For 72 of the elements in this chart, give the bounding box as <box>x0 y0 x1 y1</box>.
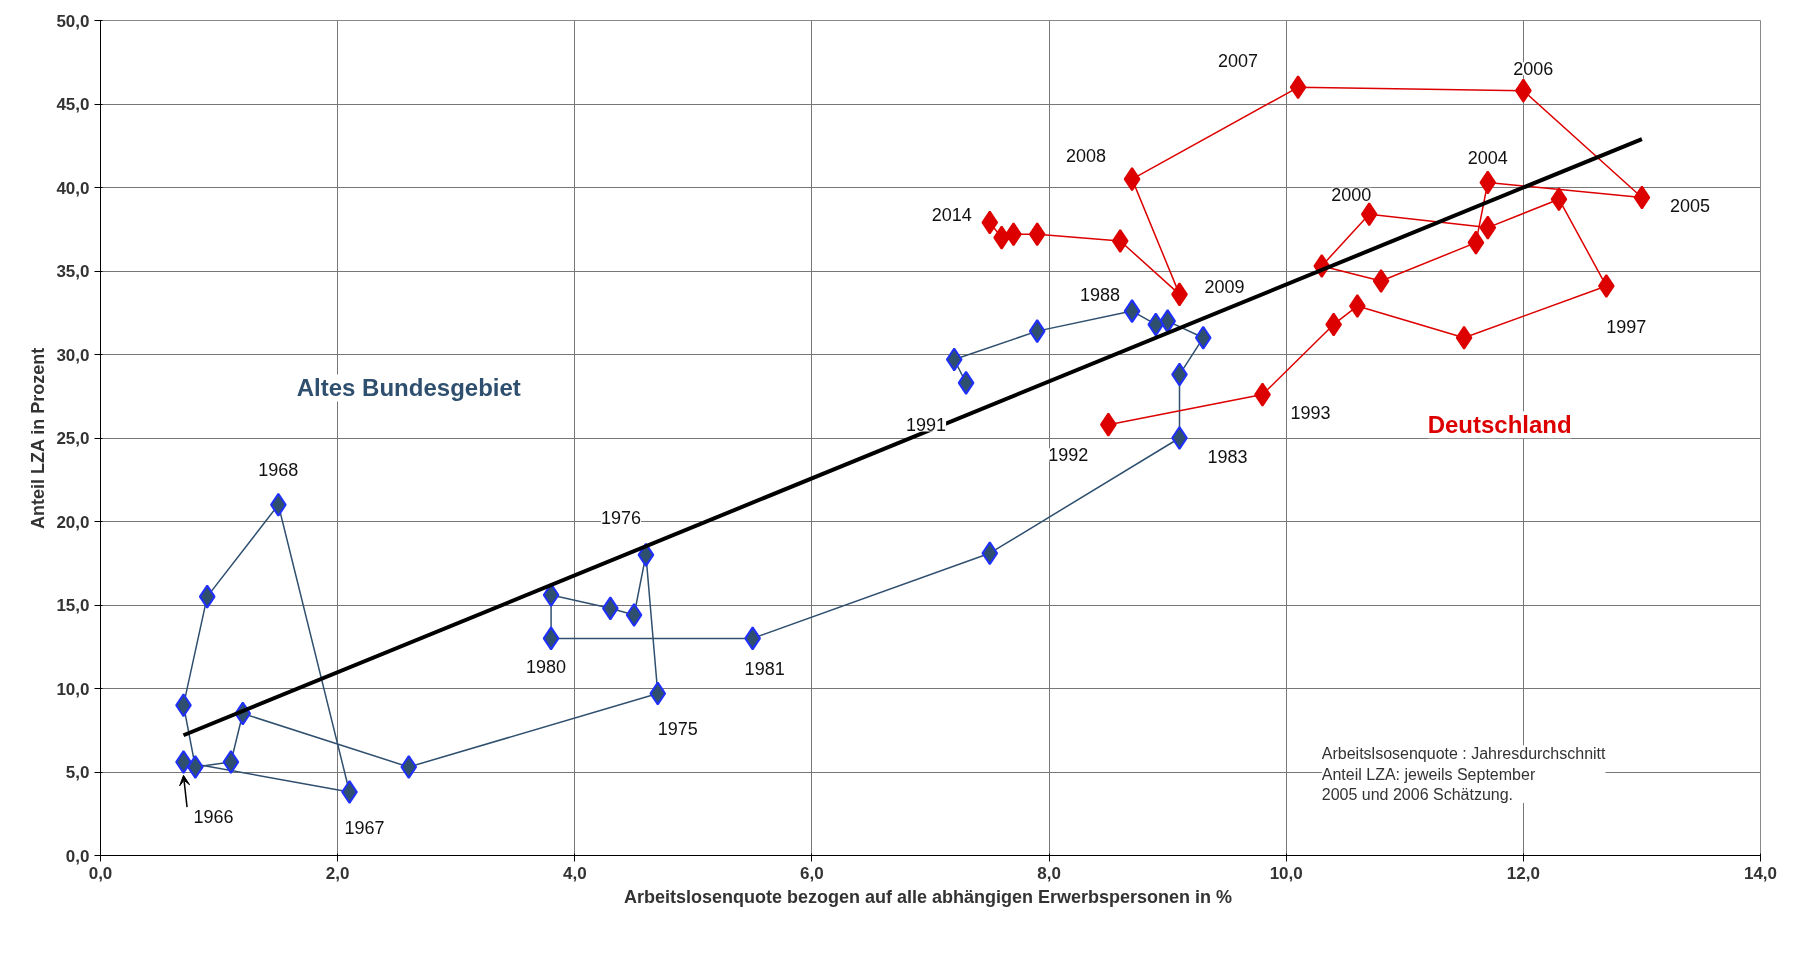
annotation: 2006 <box>1513 59 1554 80</box>
point <box>198 584 216 609</box>
point <box>1028 319 1046 344</box>
point <box>222 749 240 774</box>
x-tick-label: 14,0 <box>1743 863 1778 883</box>
y-tick-label: 30,0 <box>56 345 90 365</box>
point <box>625 603 643 628</box>
annotation: 1967 <box>344 817 385 838</box>
annotation: 1992 <box>1048 445 1089 466</box>
point <box>1194 325 1212 350</box>
point <box>1479 170 1497 195</box>
y-tick-label: 0,0 <box>65 846 90 866</box>
point <box>1360 202 1378 227</box>
text: Altes Bundesgebiet <box>296 374 521 402</box>
y-tick-label: 20,0 <box>56 512 90 532</box>
annotation: 1966 <box>193 807 234 828</box>
annotation: 2005 <box>1669 196 1710 217</box>
y-tick-label: 40,0 <box>56 178 90 198</box>
point <box>400 754 418 779</box>
annotation: 2004 <box>1467 147 1508 168</box>
point <box>1479 215 1497 240</box>
point <box>1467 230 1485 255</box>
x-tick-label: 6,0 <box>800 863 824 883</box>
y-tick-label: 50,0 <box>56 11 90 31</box>
annotation: 1976 <box>600 508 641 529</box>
y-tick-label: 25,0 <box>56 429 90 448</box>
annotation: 1993 <box>1290 403 1331 424</box>
y-axis-title: Anteil LZA in Prozent <box>28 347 49 529</box>
text: Deutschland <box>1427 411 1572 439</box>
point <box>1028 222 1046 247</box>
point <box>1372 269 1390 294</box>
point <box>1633 185 1651 210</box>
annotation: 1968 <box>258 460 299 481</box>
point <box>1550 187 1568 212</box>
annotation: 2009 <box>1204 276 1245 297</box>
point <box>649 681 667 706</box>
annotation: 1997 <box>1606 316 1647 337</box>
point <box>957 370 975 395</box>
point <box>1455 325 1473 350</box>
point <box>542 626 560 651</box>
point <box>981 210 999 235</box>
annotation: 1983 <box>1207 446 1248 467</box>
annotation: 1991 <box>906 415 947 436</box>
y-tick-label: 35,0 <box>56 262 90 281</box>
annotation: 2008 <box>1066 145 1107 166</box>
x-axis-title: Arbeitslosenquote bezogen auf alle abhängigen Erwerbspersonen in % <box>623 886 1233 907</box>
x-tick-label: 0,0 <box>88 863 113 883</box>
annotation: 1975 <box>657 719 698 740</box>
x-tick-label: 8,0 <box>1037 863 1061 883</box>
annotation: 1981 <box>744 658 785 679</box>
point <box>1123 299 1141 324</box>
x-tick-label: 2,0 <box>325 863 350 883</box>
point <box>981 541 999 566</box>
annotation: 2000 <box>1331 184 1372 205</box>
point <box>1171 426 1188 450</box>
x-tick-label: 12,0 <box>1506 863 1540 883</box>
annotation: 1988 <box>1080 284 1121 305</box>
x-tick-label: 4,0 <box>562 863 587 883</box>
point <box>1123 167 1141 192</box>
point <box>1289 75 1307 100</box>
point <box>1147 312 1165 337</box>
y-tick-label: 10,0 <box>56 679 90 699</box>
point <box>1111 228 1129 253</box>
point <box>945 347 963 372</box>
annotation: 1980 <box>526 656 567 677</box>
y-tick-label: 15,0 <box>56 596 90 615</box>
y-tick-label: 5,0 <box>65 763 90 782</box>
y-tick-label: 45,0 <box>56 95 90 114</box>
annotation: 2007 <box>1218 50 1259 71</box>
annotation: Arbeitslsosenquote : Jahresdurchschnitt Anteil LZA: jeweils September 2005 und 2006 Schätzung. <box>1321 745 1607 804</box>
x-tick-label: 10,0 <box>1269 863 1303 883</box>
annotation: 2014 <box>931 205 972 226</box>
